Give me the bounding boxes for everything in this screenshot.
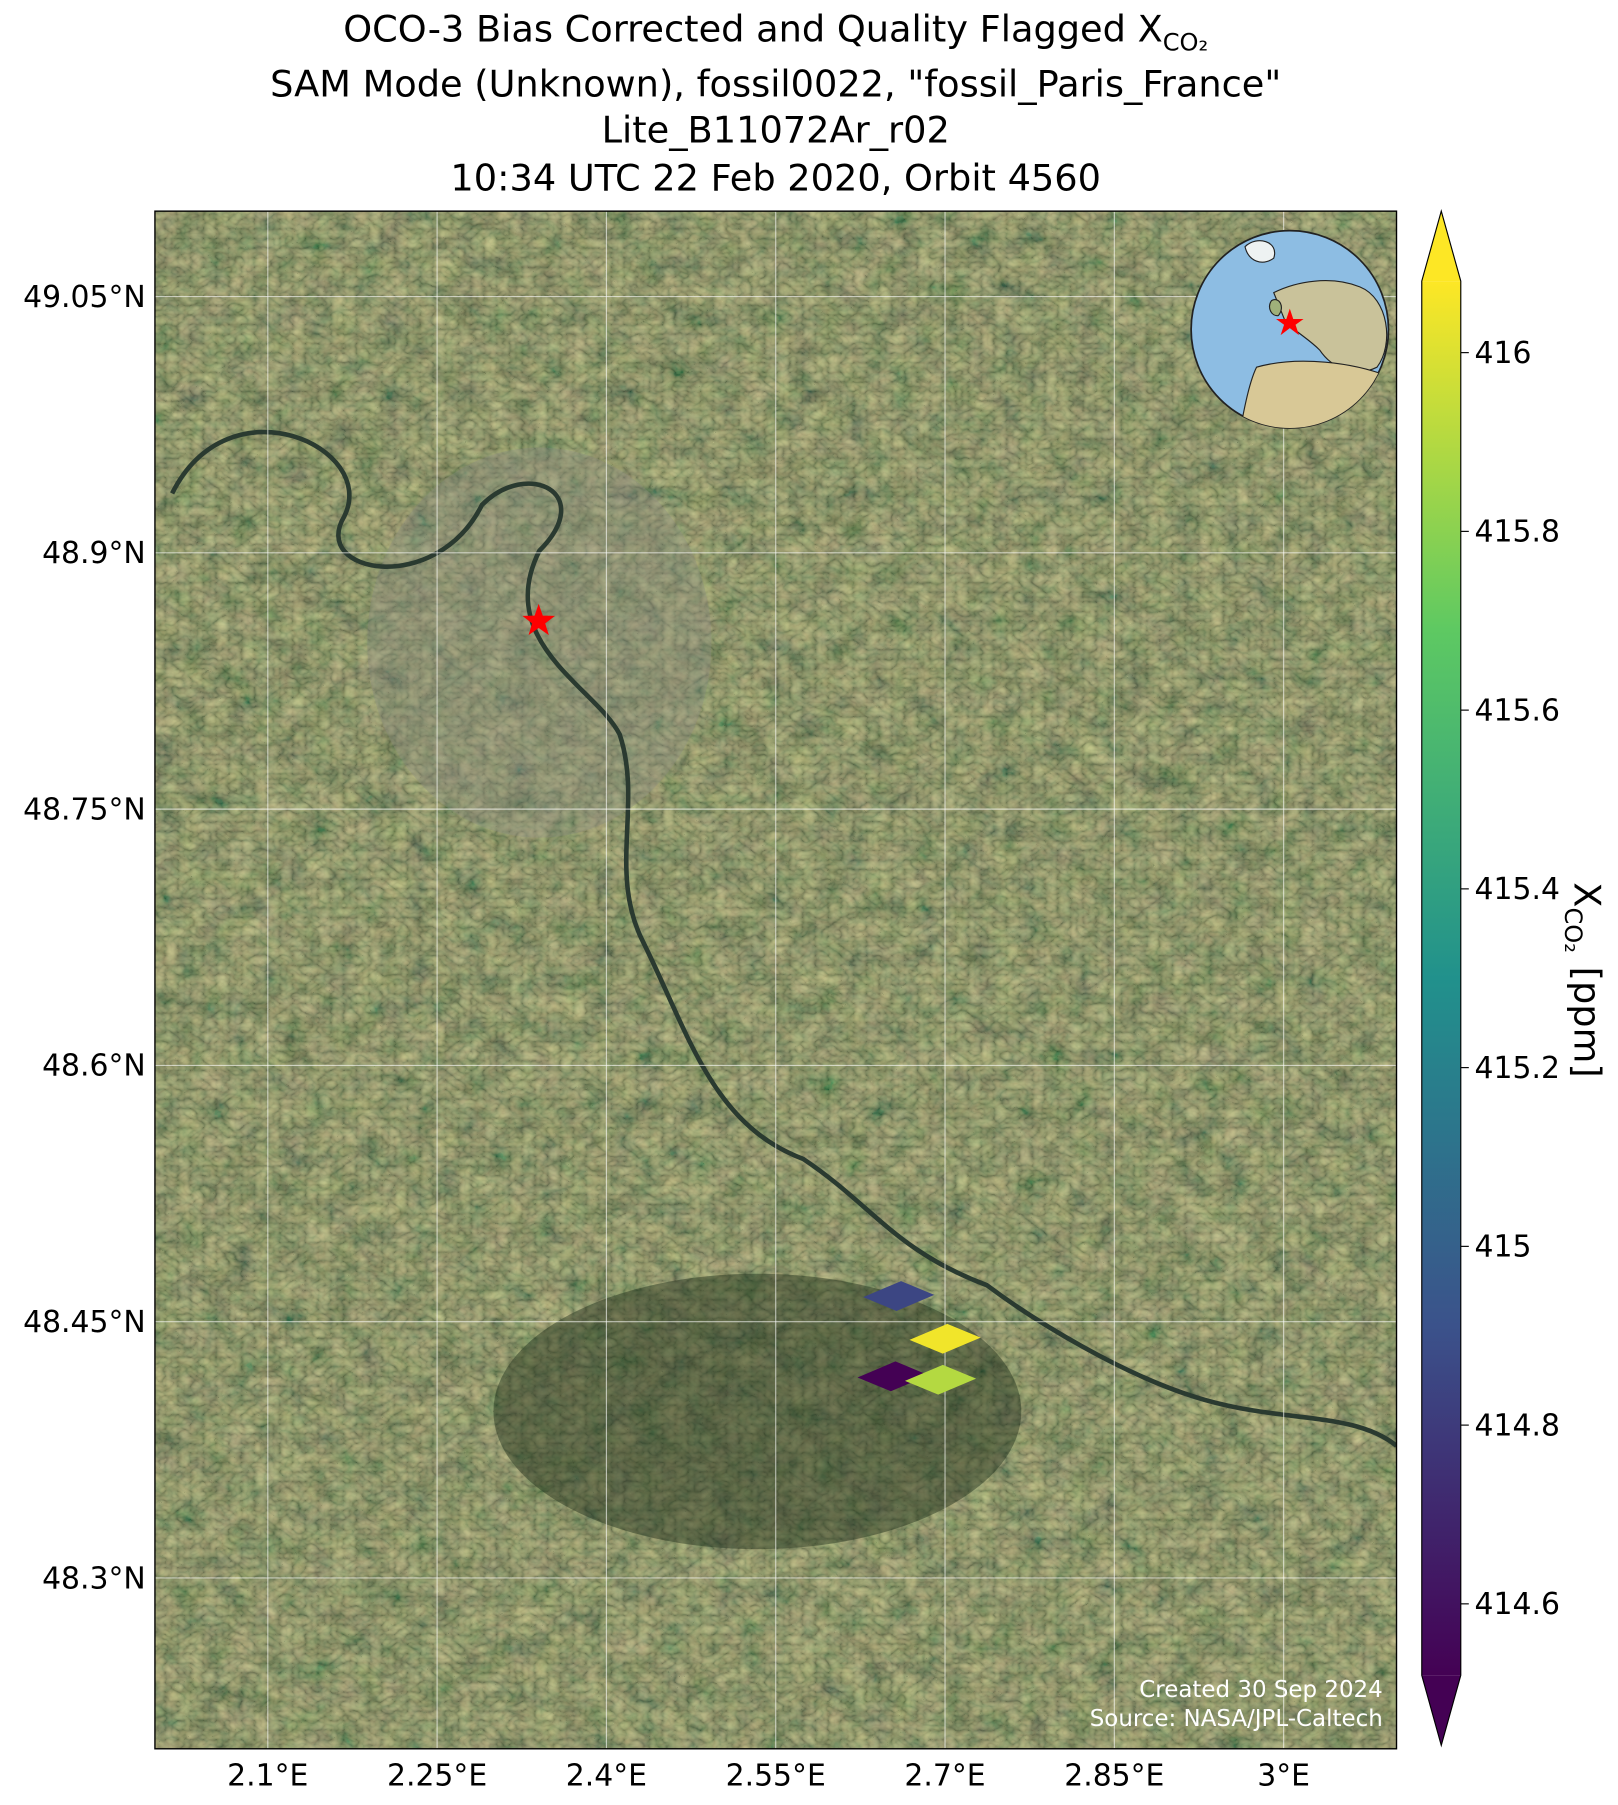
- title-line: Lite_B11072Ar_r02: [602, 108, 950, 151]
- y-tick-label: 48.45°N: [23, 1305, 146, 1340]
- x-tick-label: 2.7°E: [904, 1759, 985, 1794]
- colorbar-outline: [1421, 209, 1462, 1748]
- globe-britain: [1269, 299, 1282, 317]
- colorbar-tick-label: 415: [1475, 1230, 1532, 1265]
- credits: Created 30 Sep 2024 Source: NASA/JPL-Calt…: [1090, 1677, 1383, 1732]
- colorbar-extend-max: [1421, 211, 1461, 282]
- axes: 2.1°E 2.25°E 2.4°E 2.55°E 2.7°E 2.85°E 3°E 48.3…: [23, 280, 1310, 1794]
- colorbar-tick-label: 415.4: [1475, 872, 1560, 907]
- title-subscript: CO₂: [1163, 28, 1208, 56]
- colorbar-tick-label: 415.2: [1475, 1051, 1560, 1086]
- y-tick-label: 48.3°N: [42, 1561, 146, 1596]
- colorbar-tick-label: 414.8: [1475, 1408, 1560, 1443]
- colorbar: 414.6 414.8 415 415.2 415.4 415.6 415.8 416 XCO₂…: [1421, 209, 1608, 1748]
- title-line: 10:34 UTC 22 Feb 2020, Orbit 4560: [450, 156, 1101, 199]
- credit-line: Source: NASA/JPL-Caltech: [1090, 1706, 1383, 1732]
- colorbar-label-symbol: X: [1565, 882, 1608, 907]
- title-text: OCO-3 Bias Corrected and Quality Flagged…: [343, 7, 1162, 50]
- footprint: [863, 1281, 935, 1311]
- target-marker: [522, 603, 556, 636]
- x-tick-label: 2.1°E: [227, 1759, 308, 1794]
- x-tick-label: 2.4°E: [566, 1759, 647, 1794]
- colorbar-body: [1421, 281, 1461, 1676]
- title-text: Lite_B11072Ar_r02: [602, 108, 950, 151]
- colorbar-tick-label: 415.8: [1475, 515, 1560, 550]
- globe-target: [1276, 308, 1304, 336]
- colorbar-tick-label: 416: [1475, 336, 1532, 371]
- x-tick-label: 3°E: [1257, 1759, 1310, 1794]
- map-frame: [154, 210, 1398, 1750]
- title-line: OCO-3 Bias Corrected and Quality Flagged…: [343, 7, 1208, 56]
- colorbar-tick-label: 414.6: [1475, 1587, 1560, 1622]
- x-tick-label: 2.25°E: [387, 1759, 487, 1794]
- x-tick-label: 2.55°E: [726, 1759, 826, 1794]
- y-tick-label: 48.6°N: [42, 1049, 146, 1084]
- title-text: 10:34 UTC 22 Feb 2020, Orbit 4560: [450, 156, 1101, 199]
- colorbar-label: XCO₂ [ppm]: [1559, 882, 1608, 1077]
- title-text: SAM Mode (Unknown), fossil0022, "fossil_…: [270, 62, 1281, 105]
- y-tick-label: 48.9°N: [42, 536, 146, 571]
- globe-inset: [1190, 229, 1390, 429]
- footprint: [904, 1364, 977, 1395]
- graticule: [154, 211, 1397, 1749]
- colorbar-tick-label: 415.6: [1475, 693, 1560, 728]
- forest: [493, 1273, 1022, 1550]
- globe-europe: [1273, 280, 1388, 373]
- y-tick-label: 48.75°N: [23, 792, 146, 827]
- colorbar-label-subscript: CO₂: [1559, 907, 1587, 952]
- colorbar-label-units: [ppm]: [1565, 967, 1608, 1078]
- footprints: [522, 603, 981, 1395]
- river: [170, 429, 1397, 1448]
- footprint: [909, 1323, 981, 1354]
- colorbar-extend-min: [1421, 1675, 1461, 1746]
- title-line: SAM Mode (Unknown), fossil0022, "fossil_…: [270, 62, 1281, 105]
- footprint: [857, 1361, 929, 1392]
- globe-greenland: [1244, 240, 1276, 263]
- x-tick-label: 2.85°E: [1064, 1759, 1164, 1794]
- title-block: OCO-3 Bias Corrected and Quality Flagged…: [270, 7, 1281, 199]
- credit-line: Created 30 Sep 2024: [1139, 1677, 1382, 1703]
- y-tick-label: 49.05°N: [23, 280, 146, 315]
